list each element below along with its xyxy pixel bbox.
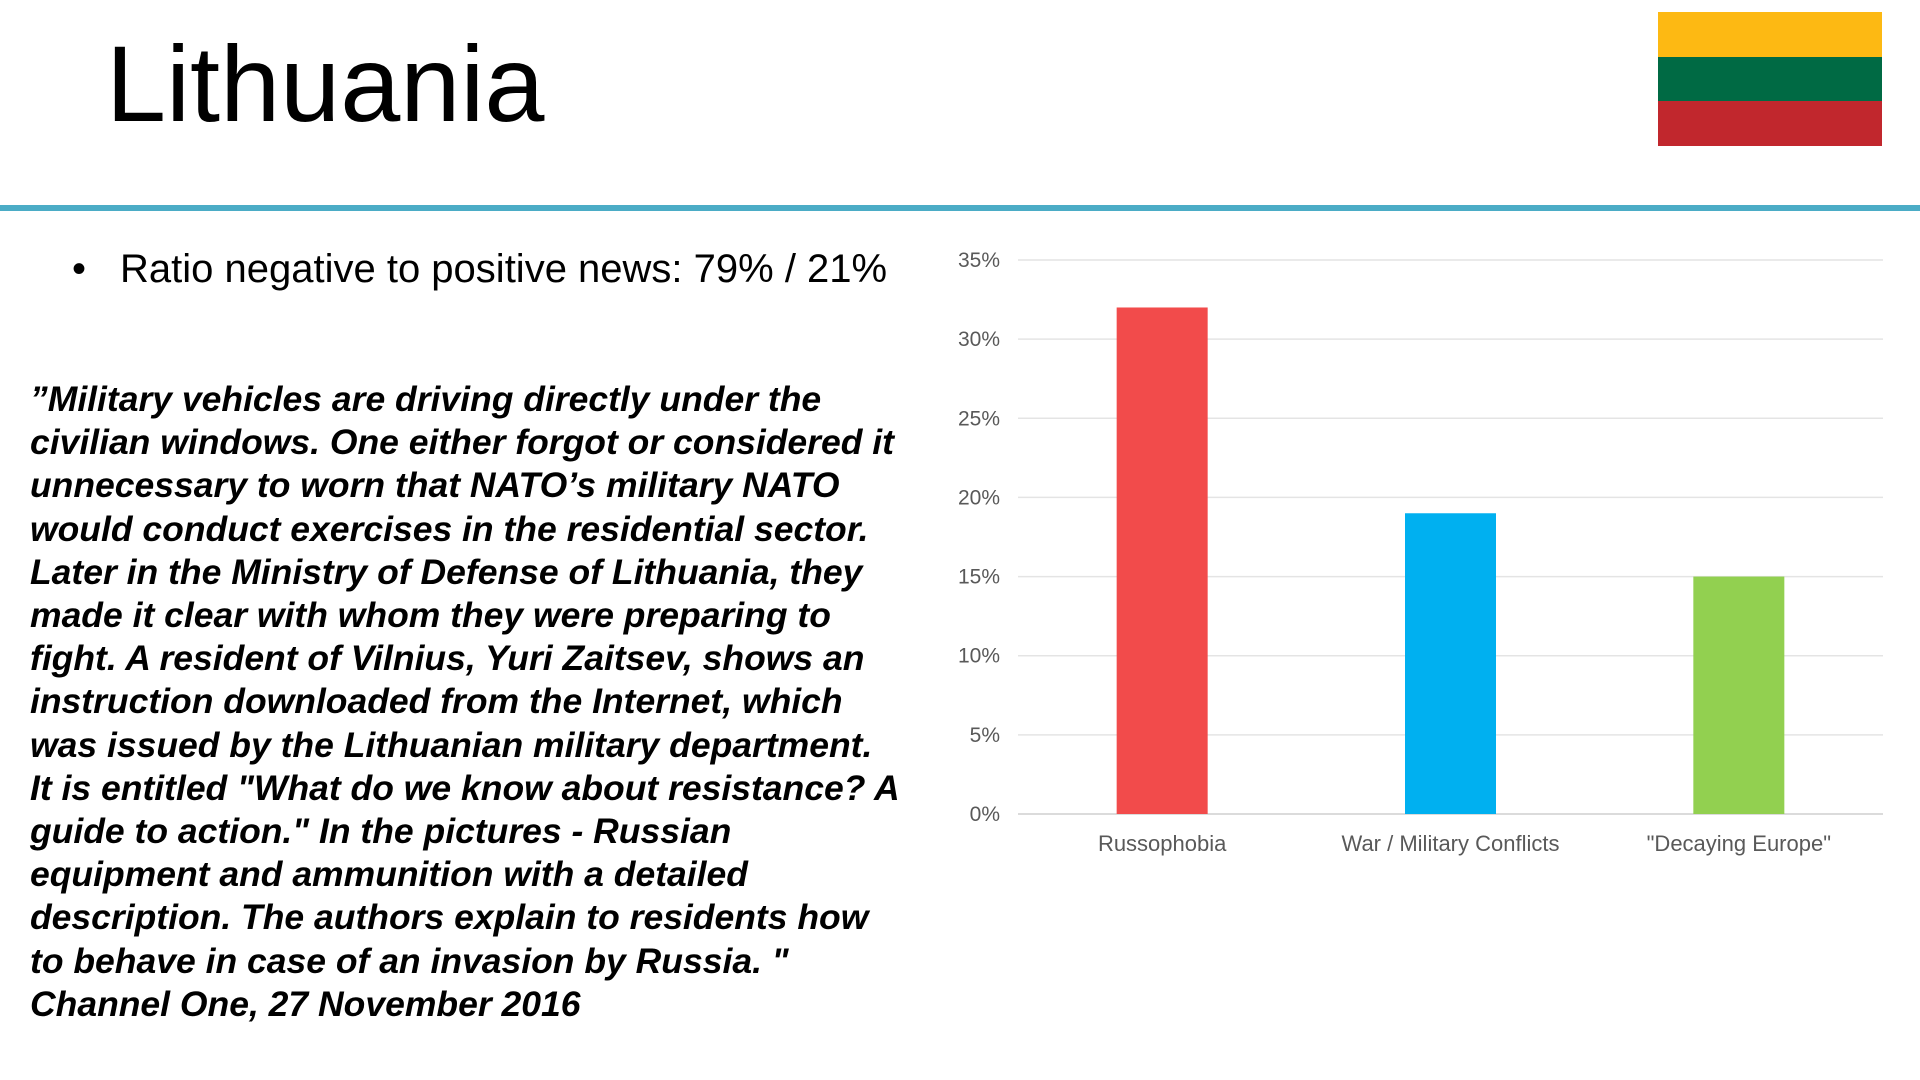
bullet-point: • Ratio negative to positive news: 79% / … bbox=[72, 245, 887, 293]
bullet-text: Ratio negative to positive news: 79% / 2… bbox=[120, 247, 887, 291]
y-tick-label: 20% bbox=[958, 486, 1000, 509]
x-tick-label: "Decaying Europe" bbox=[1647, 831, 1831, 856]
x-tick-label: War / Military Conflicts bbox=[1342, 831, 1560, 856]
quote-line: civilian windows. One either forgot or c… bbox=[30, 421, 935, 464]
flag-stripe-yellow bbox=[1658, 12, 1882, 57]
y-tick-label: 25% bbox=[958, 407, 1000, 430]
x-axis-tick-labels: Russophobia War / Military Conflicts "Deca… bbox=[1098, 831, 1831, 856]
chart-bars bbox=[1117, 307, 1785, 814]
header-divider bbox=[0, 205, 1920, 211]
quote-line: unnecessary to worn that NATO’s military… bbox=[30, 464, 935, 507]
x-tick-label: Russophobia bbox=[1098, 831, 1227, 856]
quote-line: equipment and ammunition with a detailed bbox=[30, 853, 935, 896]
page-title: Lithuania bbox=[106, 22, 544, 146]
bar bbox=[1693, 577, 1784, 814]
quote-line: made it clear with whom they were prepar… bbox=[30, 594, 935, 637]
quote-line: fight. A resident of Vilnius, Yuri Zaits… bbox=[30, 637, 935, 680]
y-tick-label: 15% bbox=[958, 566, 1000, 589]
quote-line: to behave in case of an invasion by Russ… bbox=[30, 940, 935, 983]
y-tick-label: 10% bbox=[958, 645, 1000, 668]
quote-line: It is entitled "What do we know about re… bbox=[30, 767, 935, 810]
y-axis-tick-labels: 0% 5% 10% 15% 20% 25% 30% 35% bbox=[958, 249, 1000, 826]
flag-stripe-green bbox=[1658, 57, 1882, 102]
bar bbox=[1405, 513, 1496, 814]
bar-chart: 0% 5% 10% 15% 20% 25% 30% 35% Russophobia War / … bbox=[930, 240, 1890, 880]
lithuania-flag bbox=[1658, 12, 1882, 146]
y-tick-label: 0% bbox=[970, 803, 1000, 826]
bullet-symbol: • bbox=[72, 245, 120, 293]
flag-stripe-red bbox=[1658, 101, 1882, 146]
news-quote: ”Military vehicles are driving directly … bbox=[30, 378, 935, 1026]
bar bbox=[1117, 307, 1208, 814]
quote-line: instruction downloaded from the Internet… bbox=[30, 680, 935, 723]
y-tick-label: 30% bbox=[958, 328, 1000, 351]
quote-line: Channel One, 27 November 2016 bbox=[30, 983, 935, 1026]
quote-line: Later in the Ministry of Defense of Lith… bbox=[30, 551, 935, 594]
quote-line: was issued by the Lithuanian military de… bbox=[30, 724, 935, 767]
quote-line: description. The authors explain to resi… bbox=[30, 896, 935, 939]
quote-line: would conduct exercises in the residenti… bbox=[30, 508, 935, 551]
y-tick-label: 5% bbox=[970, 724, 1000, 747]
y-tick-label: 35% bbox=[958, 249, 1000, 272]
quote-line: guide to action." In the pictures - Russ… bbox=[30, 810, 935, 853]
quote-line: ”Military vehicles are driving directly … bbox=[30, 378, 935, 421]
